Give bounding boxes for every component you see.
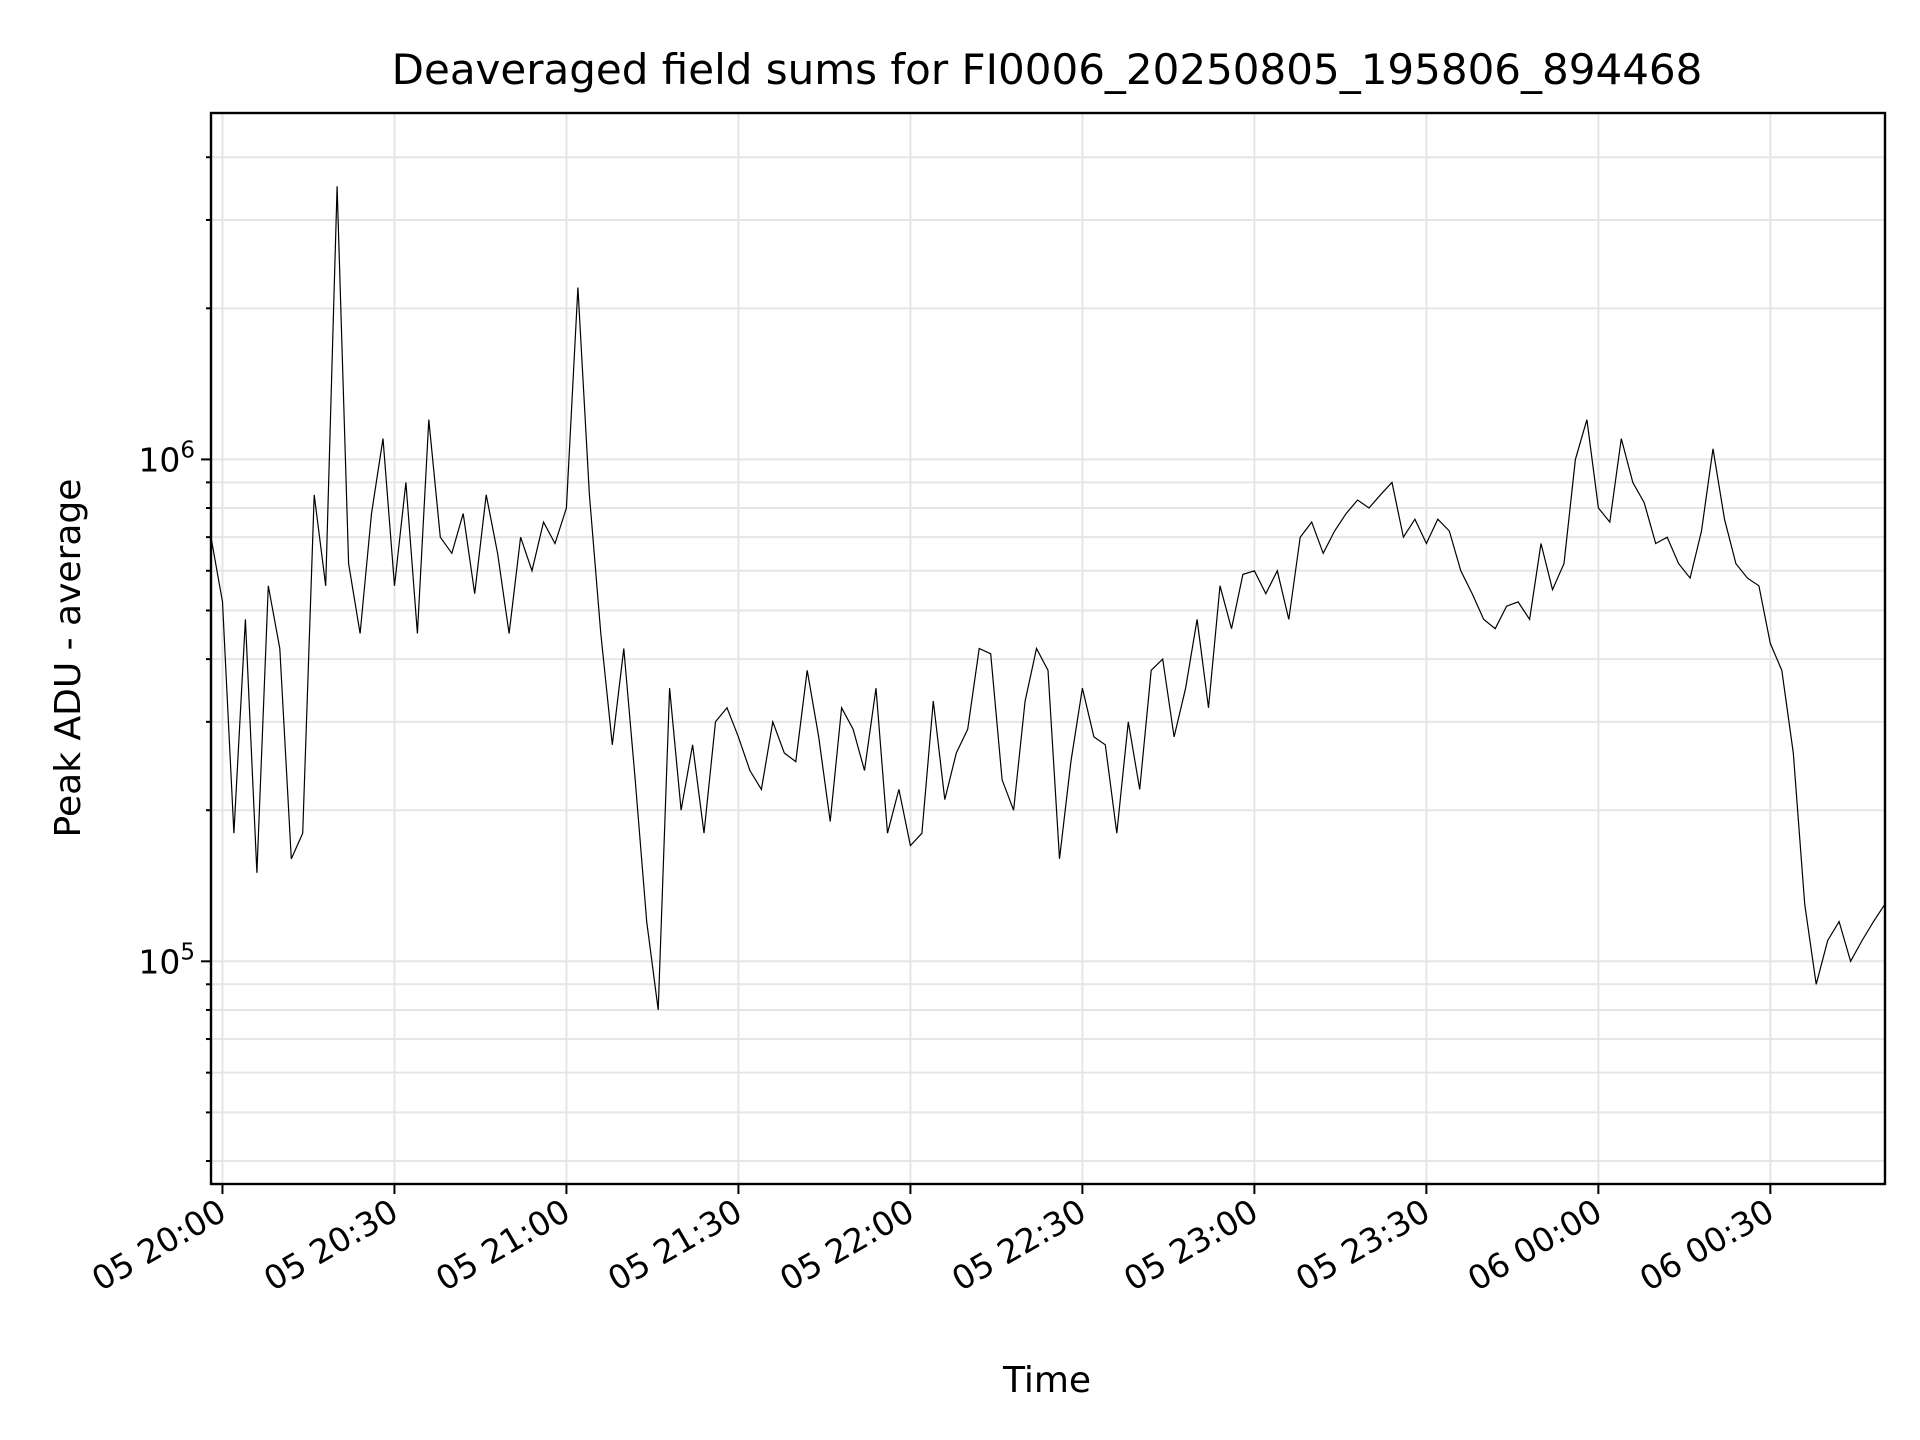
x-axis-label: Time: [1002, 1360, 1091, 1401]
series-line: [210, 186, 1886, 1010]
x-tick-label: 05 21:00: [429, 1191, 576, 1299]
x-tick-label: 05 20:30: [257, 1191, 404, 1299]
x-tick-label: 06 00:00: [1461, 1191, 1608, 1299]
y-tick-label: 106: [138, 437, 195, 479]
axis-ticks: 05 20:00 05 20:30 05 21:00 05 21:30 05 22:00…: [85, 156, 1780, 1299]
y-tick-label: 105: [138, 939, 195, 981]
chart-title: Deaveraged field sums for FI0006_2025080…: [392, 45, 1703, 94]
x-tick-label: 05 22:30: [945, 1191, 1092, 1299]
x-tick-label: 06 00:30: [1633, 1191, 1780, 1299]
y-axis-label: Peak ADU - average: [48, 479, 89, 838]
x-tick-label: 05 23:00: [1117, 1191, 1264, 1299]
x-tick-label: 05 20:00: [85, 1191, 232, 1299]
plot-frame: [209, 111, 1887, 1186]
x-tick-label: 05 22:00: [773, 1191, 920, 1299]
x-tick-label: 05 21:30: [601, 1191, 748, 1299]
x-tick-label: 05 23:30: [1289, 1191, 1436, 1299]
grid: [211, 113, 1885, 1184]
